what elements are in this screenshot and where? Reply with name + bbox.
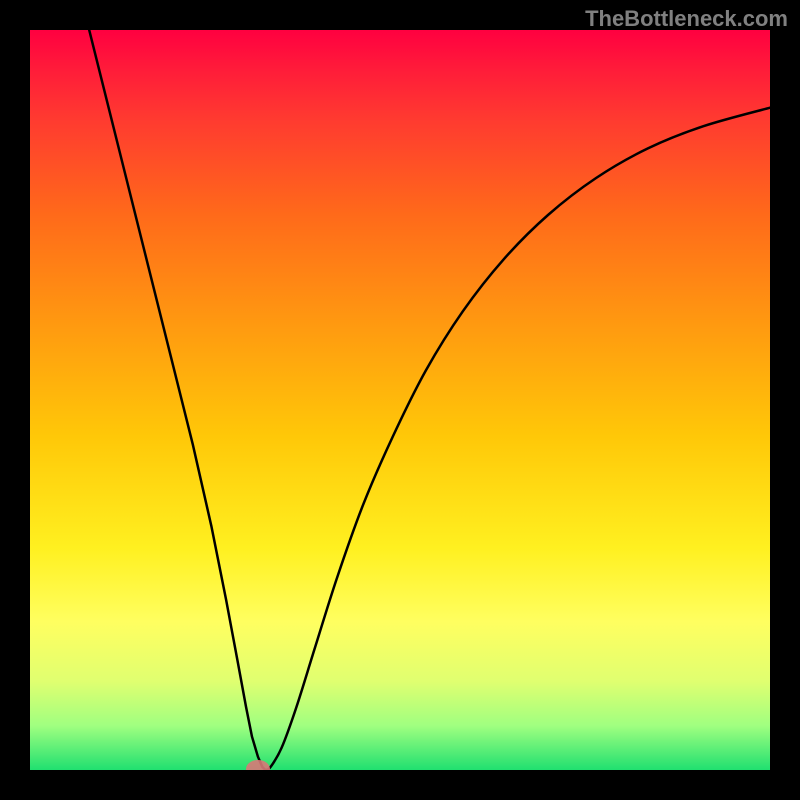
gradient-background [30, 30, 770, 770]
plot-outer-frame [0, 0, 800, 800]
plot-area [30, 30, 770, 770]
bottleneck-curve-svg [30, 30, 770, 770]
watermark-text: TheBottleneck.com [585, 6, 788, 32]
